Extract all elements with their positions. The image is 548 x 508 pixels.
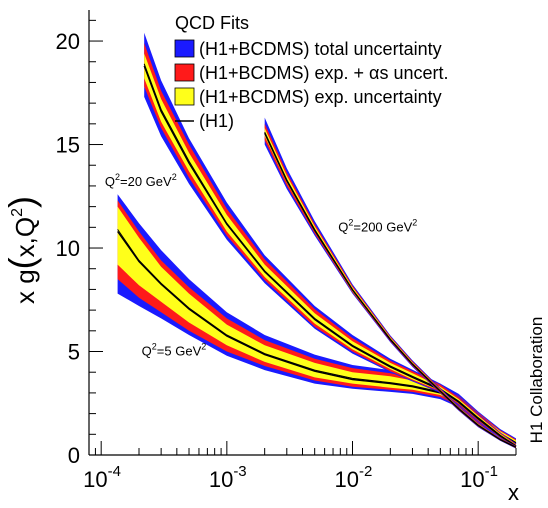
legend-label: (H1+BCDMS) exp. uncertainty [199, 87, 442, 107]
x-tick-label: 10-3 [209, 463, 247, 492]
y-tick-label: 5 [68, 340, 80, 365]
x-tick-label-base: 10 [460, 467, 484, 492]
x-ticks: 10-4 10-3 10-2 10-1 [83, 441, 517, 492]
annotation-q-exp: 2 [115, 172, 120, 182]
band-exp-uncertainty [117, 206, 516, 445]
band-layer [117, 32, 517, 449]
band-total-uncertainty [264, 117, 516, 449]
band-exp-uncertainty [264, 128, 516, 448]
series-1 [143, 32, 517, 448]
x-tick-label-base: 10 [209, 467, 233, 492]
x-tick-label: 10-4 [83, 463, 121, 492]
x-tick-label-exp: -2 [359, 463, 372, 480]
y-axis-label-open: ( [1, 257, 42, 269]
y-tick-label: 20 [56, 29, 80, 54]
legend-title: QCD Fits [175, 13, 249, 33]
annotation-text: =5 GeV [157, 344, 202, 359]
y-tick-label: 15 [56, 133, 80, 158]
y-axis-label-close: ) [1, 196, 42, 208]
x-axis-label: x [508, 480, 519, 505]
legend-swatch [174, 63, 195, 82]
legend-label: (H1) [199, 111, 234, 131]
q2-annotation: Q2=20 GeV2 [105, 172, 177, 189]
series-2 [264, 117, 517, 449]
y-tick-label: 0 [68, 443, 80, 468]
annotation-q-exp: 2 [152, 342, 157, 352]
q2-annotation: Q2=5 GeV2 [142, 342, 207, 359]
annotation-unit-exp: 2 [172, 172, 177, 182]
legend-swatch [174, 39, 195, 58]
band-exp-alphas-uncertainty [264, 123, 516, 449]
y-tick-label: 10 [56, 236, 80, 261]
x-tick-label-exp: -4 [108, 463, 121, 480]
side-label: H1 Collaboration [527, 317, 546, 444]
annotation-text: =20 GeV [120, 174, 172, 189]
annotation-q: Q [105, 174, 115, 189]
q2-annotation: Q2=200 GeV2 [338, 217, 417, 234]
h1-line [264, 132, 517, 448]
legend-swatch [174, 87, 195, 106]
fit-central-line [264, 131, 517, 448]
annotation-text: =200 GeV [353, 219, 412, 234]
annotation-unit-exp: 2 [412, 217, 417, 227]
h1-line [143, 65, 517, 447]
fit-central-line [143, 63, 517, 447]
annotation-unit-exp: 2 [201, 342, 206, 352]
x-tick-label-base: 10 [83, 467, 107, 492]
annotation-q: Q [338, 219, 348, 234]
x-tick-label-exp: -3 [233, 463, 246, 480]
annotation-q-exp: 2 [348, 217, 353, 227]
y-axis-label-exp: 2 [9, 208, 26, 217]
x-tick-label-base: 10 [335, 467, 359, 492]
x-tick-label-exp: -1 [485, 463, 498, 480]
y-axis-label: x g(x,Q2) [1, 196, 42, 304]
x-tick-label: 10-2 [335, 463, 373, 492]
legend: QCD Fits (H1+BCDMS) total uncertainty (H1… [174, 13, 449, 131]
x-tick-label: 10-1 [460, 463, 498, 492]
h1-line [117, 231, 517, 445]
legend-label: (H1+BCDMS) exp. + αs uncert. [199, 63, 449, 83]
y-axis-label-arg: x,Q [10, 217, 40, 257]
legend-label: (H1+BCDMS) total uncertainty [199, 39, 442, 59]
y-ticks: 0 5 10 15 20 [56, 19, 103, 468]
y-axis-label-main: x g [10, 269, 40, 304]
fit-central-line [117, 229, 517, 444]
annotation-q: Q [142, 344, 152, 359]
